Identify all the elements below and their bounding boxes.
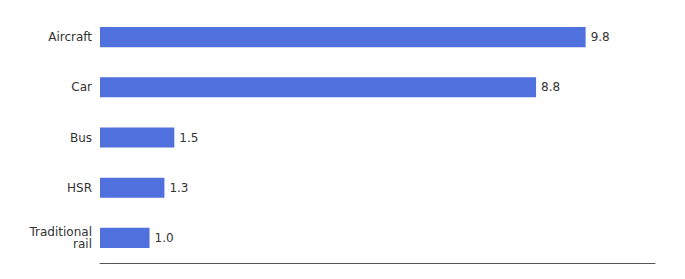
svg-text:1.5: 1.5	[179, 131, 198, 145]
svg-text:Bus: Bus	[70, 131, 92, 145]
svg-text:9.8: 9.8	[591, 30, 610, 44]
svg-text:rail: rail	[73, 237, 92, 251]
svg-text:Car: Car	[71, 80, 92, 94]
svg-text:Aircraft: Aircraft	[48, 30, 92, 44]
svg-text:1.3: 1.3	[169, 181, 188, 195]
svg-text:HSR: HSR	[67, 181, 92, 195]
svg-text:8.8: 8.8	[541, 80, 560, 94]
svg-text:Traditional: Traditional	[29, 224, 92, 239]
svg-text:1.0: 1.0	[155, 231, 174, 245]
